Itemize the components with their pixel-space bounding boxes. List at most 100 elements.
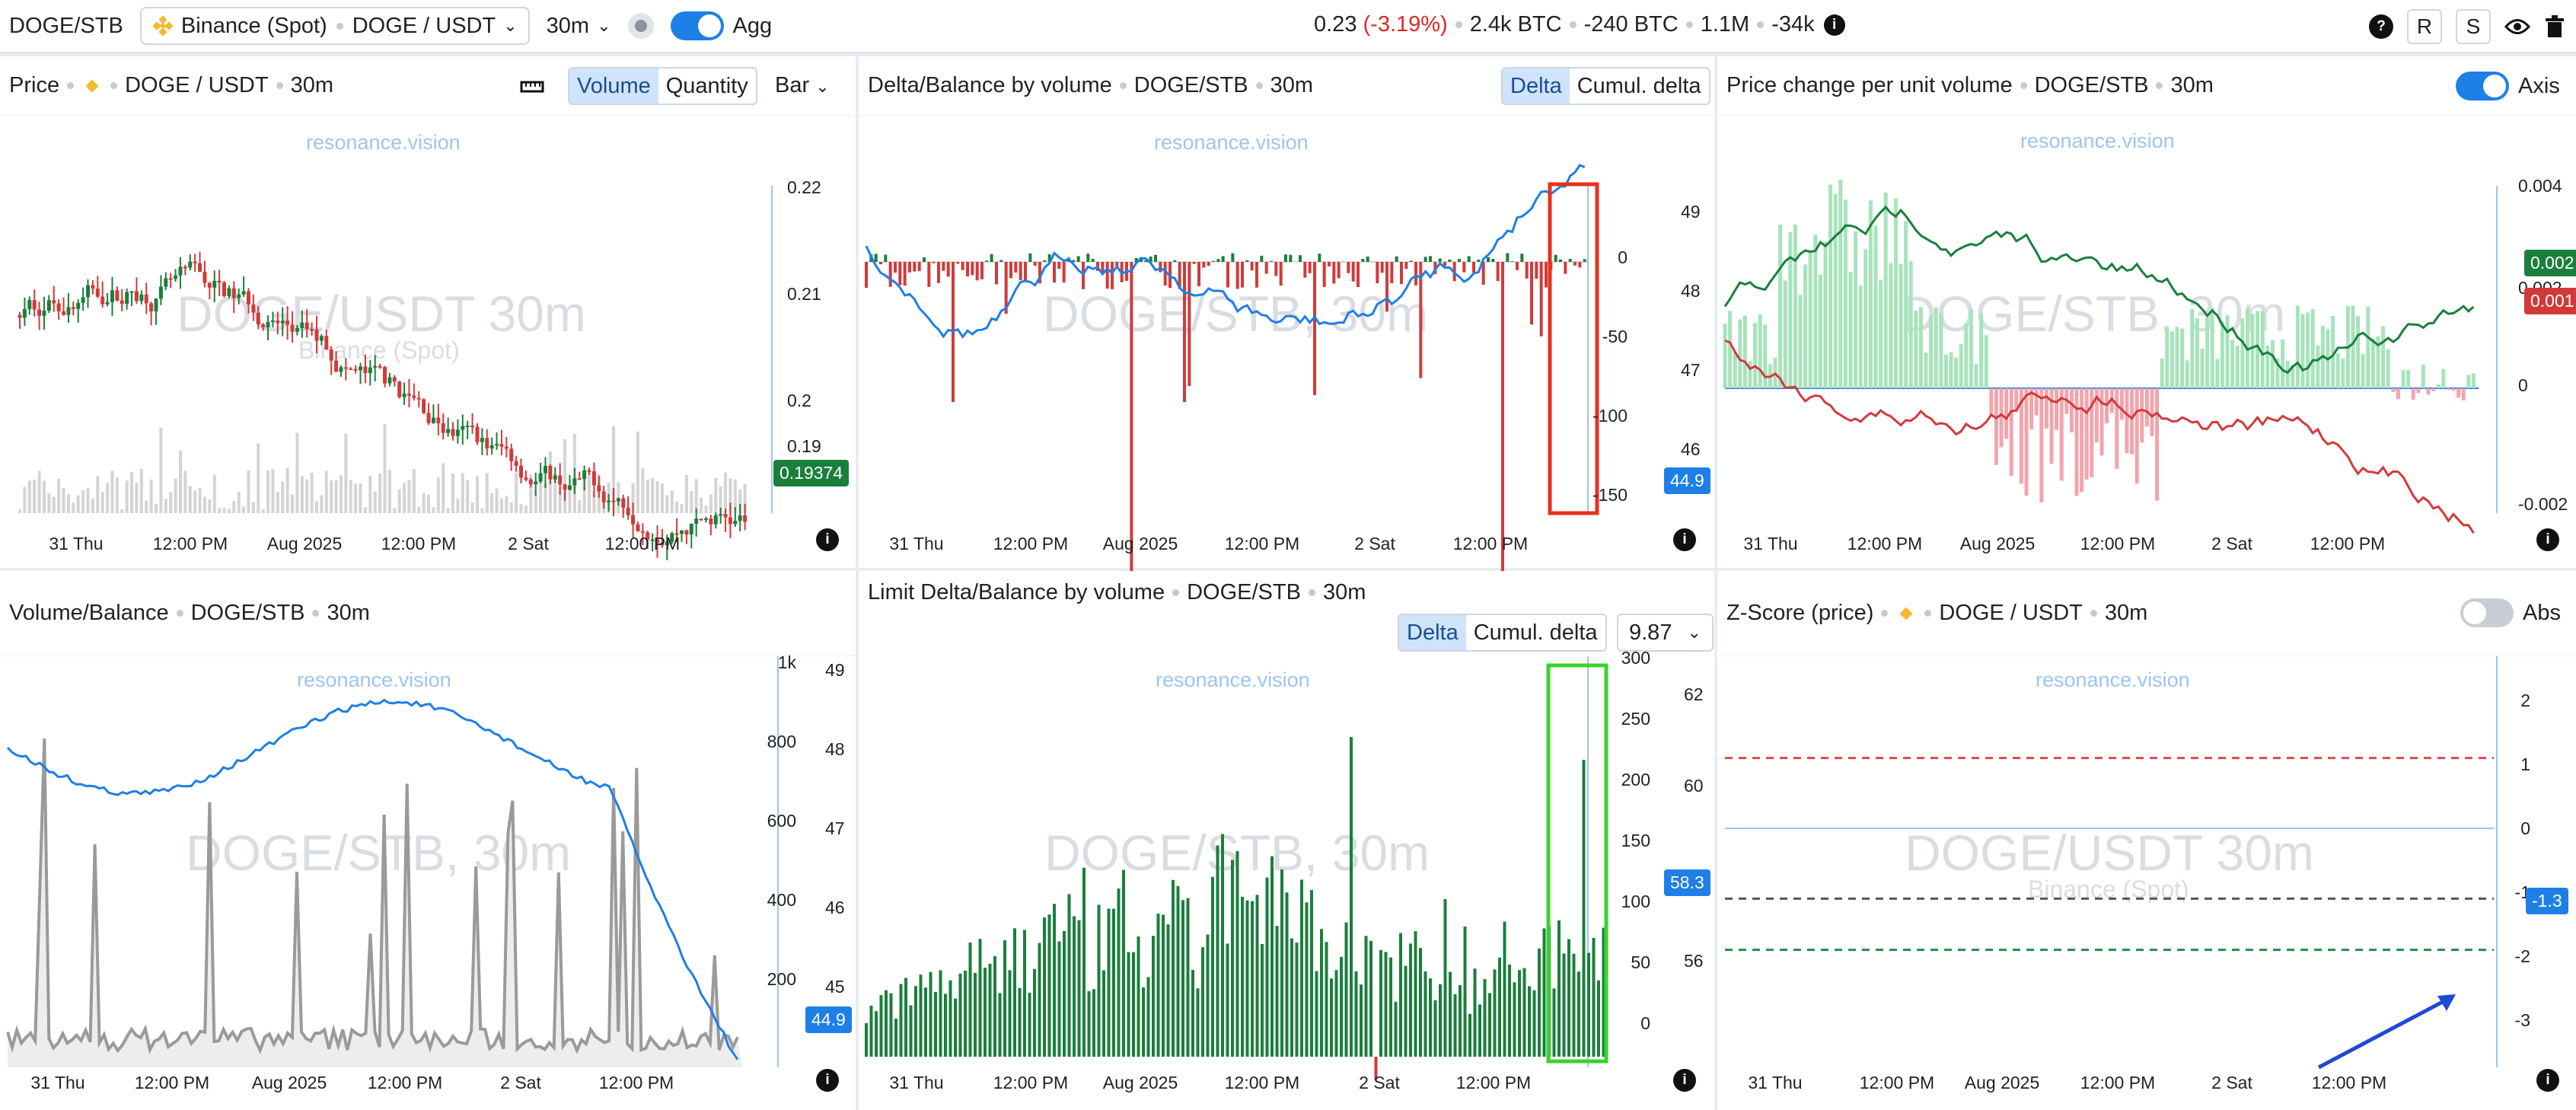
candle-body bbox=[631, 515, 636, 525]
interval-select[interactable]: 30m ⌄ bbox=[547, 14, 611, 39]
agg-toggle[interactable]: Agg bbox=[670, 11, 773, 40]
info-icon[interactable]: i bbox=[2536, 528, 2559, 551]
threshold-select[interactable]: 9.87 ⌄ bbox=[1617, 614, 1714, 652]
cumul-delta-option[interactable]: Cumul. delta bbox=[1577, 74, 1701, 98]
delta-option[interactable]: Delta bbox=[1399, 615, 1466, 650]
pcv-bar bbox=[1733, 352, 1737, 388]
delta-bar bbox=[1235, 262, 1239, 289]
candle-body bbox=[733, 521, 738, 525]
info-icon[interactable]: i bbox=[1673, 1069, 1696, 1092]
candle-body bbox=[158, 286, 163, 299]
limit-delta-bar bbox=[1245, 900, 1249, 1057]
x-tick-label: Aug 2025 bbox=[1965, 1073, 2039, 1092]
candle-body bbox=[470, 426, 475, 428]
axis-switch[interactable] bbox=[2456, 72, 2509, 100]
symbol-label[interactable]: DOGE/STB bbox=[9, 13, 123, 38]
zscore-chart[interactable]: 210-1-2-331 Thu 12:00 PM Aug 2025 12:00 PM 2… bbox=[1717, 656, 2576, 1110]
chevron-down-icon: ⌄ bbox=[503, 16, 518, 35]
limit-delta-bar bbox=[934, 991, 937, 1057]
volume-bar bbox=[636, 431, 639, 513]
s-button[interactable]: S bbox=[2456, 9, 2491, 44]
pcv-bar bbox=[1742, 315, 1747, 388]
ruler-icon[interactable] bbox=[520, 79, 544, 93]
y-tick-label: 0 bbox=[2520, 818, 2530, 838]
panel-title: Limit Delta/Balance by volume bbox=[868, 579, 1165, 604]
pcv-bar bbox=[2029, 388, 2034, 429]
agg-switch[interactable] bbox=[670, 11, 724, 40]
info-icon[interactable]: i bbox=[816, 528, 839, 551]
delta-bar bbox=[1578, 262, 1582, 268]
record-button[interactable] bbox=[627, 13, 654, 39]
candle-body bbox=[485, 438, 489, 449]
chart-type-select[interactable]: Bar ⌄ bbox=[775, 73, 830, 98]
agg-label: Agg bbox=[732, 13, 773, 38]
y-tick-label: -0.002 bbox=[2518, 494, 2568, 514]
pcv-bar bbox=[2140, 388, 2144, 443]
pcv-bar bbox=[2024, 388, 2029, 496]
r-button[interactable]: R bbox=[2407, 9, 2442, 44]
eye-icon[interactable] bbox=[2504, 17, 2531, 37]
abs-switch[interactable] bbox=[2460, 598, 2514, 627]
pcv-bar bbox=[2190, 308, 2195, 388]
pcv-bar bbox=[2069, 388, 2074, 433]
volume-bar bbox=[588, 470, 591, 513]
axis-toggle[interactable]: Axis bbox=[2456, 72, 2560, 100]
help-icon[interactable]: ? bbox=[2369, 14, 2393, 39]
candle-body bbox=[406, 394, 411, 396]
pcv-bar bbox=[1904, 221, 1908, 388]
limit-delta-bar bbox=[1137, 936, 1140, 1057]
delta-bar bbox=[1062, 262, 1066, 283]
pcv-bar bbox=[2370, 338, 2375, 388]
limit-delta-bar bbox=[904, 978, 907, 1057]
volume-bar bbox=[212, 474, 216, 513]
info-icon[interactable]: i bbox=[2536, 1069, 2559, 1092]
pcv-bar bbox=[2331, 316, 2335, 388]
delta-option[interactable]: Delta bbox=[1503, 69, 1570, 104]
delta-bar bbox=[1414, 262, 1417, 285]
volume-bar bbox=[100, 492, 104, 513]
info-icon[interactable]: i bbox=[816, 1069, 839, 1092]
candle-body bbox=[572, 478, 577, 486]
volume-chart[interactable]: 1k 800 600 400 200 49 48 47 46 45 31 Thu 12:00 PM Au… bbox=[0, 652, 856, 1110]
info-icon[interactable]: i bbox=[1823, 14, 1845, 36]
limit-delta-bar bbox=[988, 963, 992, 1057]
limit-delta-bar bbox=[1389, 957, 1392, 1057]
x-tick-label: 12:00 PM bbox=[2080, 1073, 2155, 1092]
price-chart[interactable]: 0.22 0.21 0.2 0.19 31 Thu 12:00 PM Aug 2025 12:… bbox=[0, 117, 856, 568]
delta-bar bbox=[884, 254, 888, 262]
delta-bar bbox=[1255, 262, 1258, 288]
cumul-delta-option[interactable]: Cumul. delta bbox=[1473, 620, 1598, 645]
volume-option[interactable]: Volume bbox=[569, 69, 658, 104]
volume-bar bbox=[631, 483, 635, 513]
delta-bar bbox=[1270, 260, 1273, 262]
delta-chart[interactable]: 0 -50 -100 -150 49 48 47 46 31 Thu 12:00 PM Aug 20… bbox=[859, 117, 1714, 582]
candle-body bbox=[504, 446, 509, 449]
pcv-bar bbox=[1818, 274, 1822, 388]
abs-toggle[interactable]: Abs bbox=[2460, 598, 2561, 627]
pcv-bar bbox=[2004, 388, 2009, 439]
volume-bar bbox=[285, 467, 289, 513]
exchange-pair-select[interactable]: Binance (Spot) DOGE / USDT ⌄ bbox=[139, 7, 530, 45]
pcv-bar bbox=[2411, 388, 2415, 400]
pcv-bar bbox=[2220, 321, 2224, 388]
pcv-bar bbox=[2165, 327, 2170, 388]
delta-bar bbox=[1573, 262, 1577, 266]
price-change-chart[interactable]: 0.004 0.002 0 -0.002 31 Thu 12:00 PM Aug 2025 1… bbox=[1717, 117, 2576, 568]
candle-body bbox=[359, 366, 363, 371]
trash-icon[interactable] bbox=[2544, 14, 2565, 39]
pcv-bar bbox=[1728, 311, 1733, 388]
volume-bar bbox=[339, 475, 343, 513]
pcv-bar bbox=[1828, 184, 1833, 389]
site-watermark: resonance.vision bbox=[306, 131, 461, 154]
candle-body bbox=[339, 367, 343, 372]
limit-delta-bar bbox=[1439, 984, 1442, 1057]
delta-bar bbox=[903, 262, 907, 286]
candle-body bbox=[524, 477, 528, 480]
delta-bar bbox=[971, 262, 974, 276]
quantity-option[interactable]: Quantity bbox=[665, 74, 748, 98]
candle-body bbox=[95, 288, 100, 297]
info-icon[interactable]: i bbox=[1673, 528, 1696, 551]
pcv-bar bbox=[2256, 311, 2260, 388]
delta-bar bbox=[1554, 254, 1557, 262]
